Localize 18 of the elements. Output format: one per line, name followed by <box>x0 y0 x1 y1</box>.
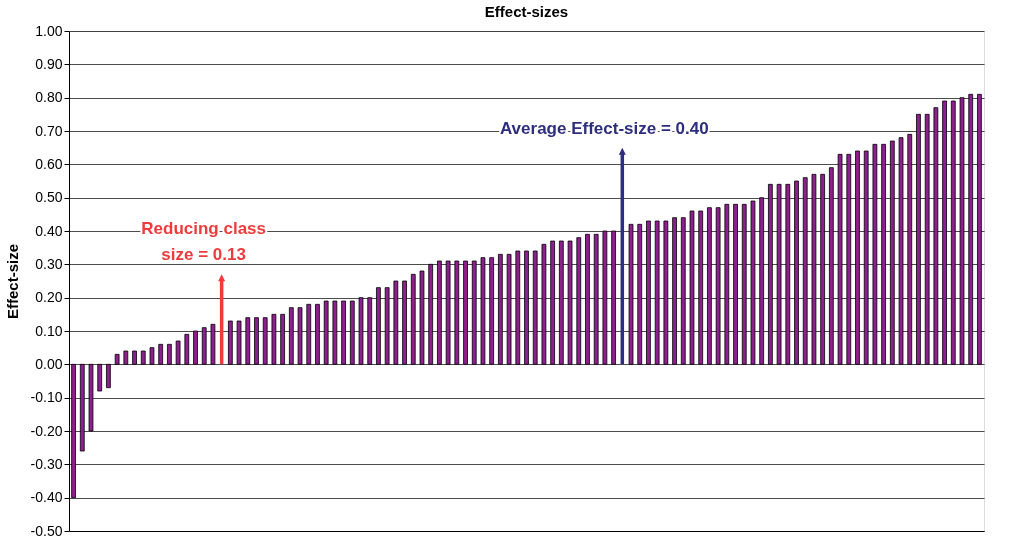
chart-title: Effect-sizes <box>484 3 569 20</box>
y-tick-label: 0.20 <box>35 289 63 306</box>
y-tick-label: -0.10 <box>30 389 63 406</box>
y-tick-label: 1.00 <box>35 22 63 39</box>
y-tick-label: 0.80 <box>35 89 63 106</box>
y-tick-label: 0.50 <box>35 189 63 206</box>
y-tick-label: 0.70 <box>35 122 63 139</box>
y-tick-label: 0.40 <box>35 222 63 239</box>
y-tick-label: -0.20 <box>30 422 63 439</box>
y-tick-label: 0.90 <box>35 55 63 72</box>
y-tick-label: -0.50 <box>30 522 63 539</box>
y-tick-label: 0.10 <box>35 322 63 339</box>
y-tick-label: 0.60 <box>35 155 63 172</box>
y-tick-label: 0.30 <box>35 255 63 272</box>
y-tick-label: -0.40 <box>30 489 63 506</box>
y-tick-label: 0.00 <box>35 355 63 372</box>
y-axis-title: Effect-size <box>3 243 21 320</box>
y-tick-label: -0.30 <box>30 455 63 472</box>
